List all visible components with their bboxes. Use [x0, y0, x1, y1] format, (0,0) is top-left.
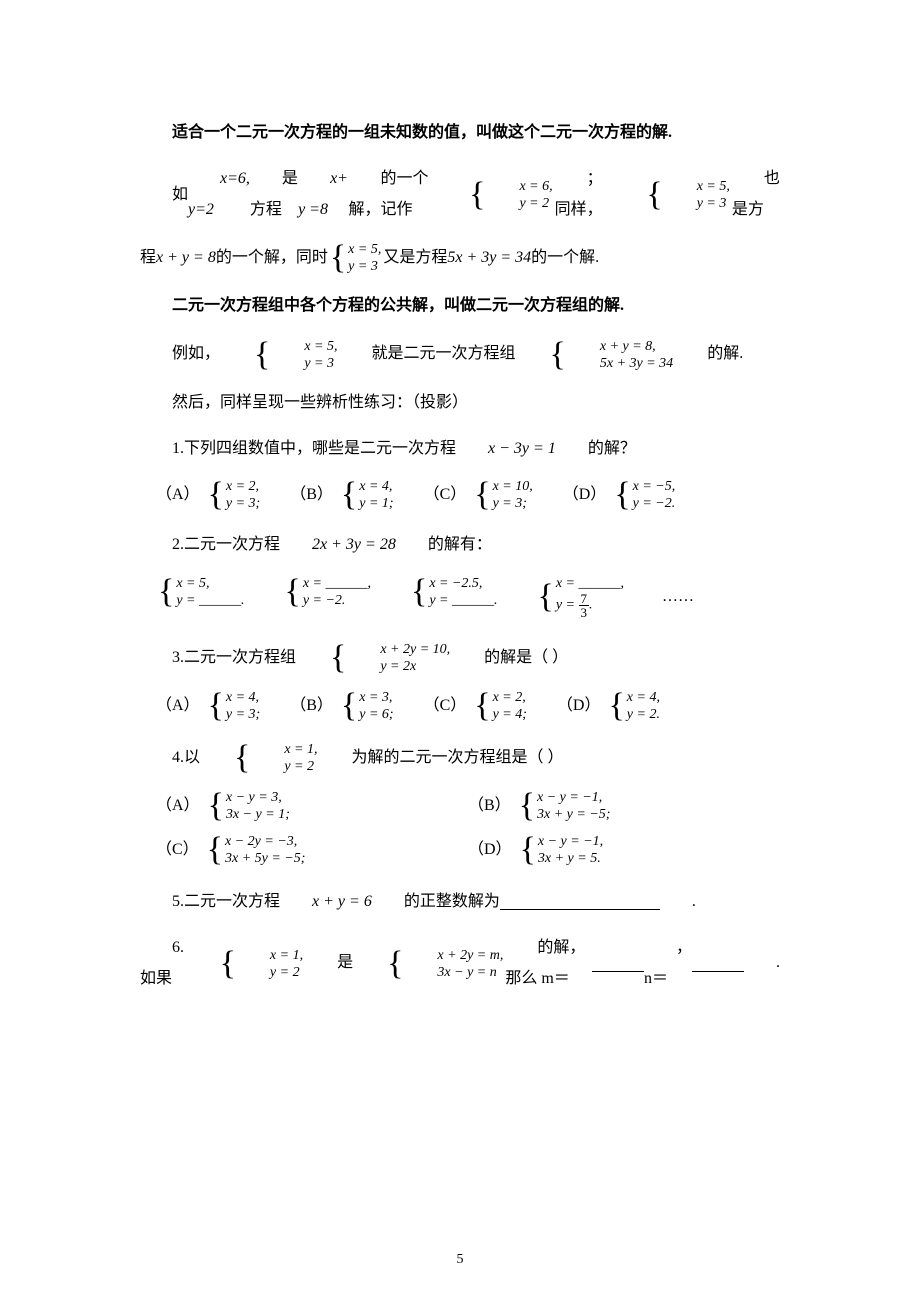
text: 2.二元一次方程 [140, 530, 280, 560]
definition-2: 二元一次方程组中各个方程的公共解，叫做二元一次方程组的解. [140, 291, 780, 321]
document-page: 适合一个二元一次方程的一组未知数的值，叫做这个二元一次方程的解. 如 x=6, … [0, 0, 920, 1302]
ellipsis: …… [662, 582, 694, 612]
brace-group: {x + 2y = 10,y = 2x [298, 641, 450, 675]
text: 1.下列四组数值中，哪些是二元一次方程 [140, 434, 456, 464]
math-expr: x=6, y=2 [188, 164, 250, 225]
option-d: （D）{x − y = −1,3x + y = 5. [468, 833, 752, 867]
text: ；同样， [555, 164, 613, 225]
text: 又是方程 [383, 243, 447, 273]
text: 的解是（ ） [452, 643, 568, 673]
option-b: （B）{x = 3,y = 6; [290, 689, 395, 723]
text: 3.二元一次方程组 [140, 643, 296, 673]
text: 就是二元一次方程组 [340, 339, 516, 369]
brace-group: {x = 6,y = 2 [437, 178, 553, 212]
option-a: （A）{x = 2,y = 3; [156, 478, 262, 512]
option-a: （A）{x − y = 3,3x − y = 1; [156, 789, 440, 823]
text: 5.二元一次方程 [140, 887, 280, 917]
q4-options: （A）{x − y = 3,3x − y = 1; （B）{x − y = −1… [140, 789, 780, 867]
text: 的正整数解为 [372, 887, 500, 917]
text: . [744, 948, 780, 978]
definition-1: 适合一个二元一次方程的一组未知数的值，叫做这个二元一次方程的解. [140, 118, 780, 148]
option-b: （B）{x − y = −1,3x + y = −5; [468, 789, 752, 823]
math-expr: x + y = 8 [156, 243, 216, 273]
text: 的一个解. [531, 243, 599, 273]
question-3: 3.二元一次方程组 {x + 2y = 10,y = 2x 的解是（ ） [140, 641, 568, 675]
example-line-1: 如 x=6, y=2 是方程 x+ y =8 的一个解，记作 {x = 6,y … [140, 164, 780, 225]
option-d: （D）{x = −5,y = −2. [563, 478, 678, 512]
text: 6.如果 [140, 933, 186, 994]
q2-fills: {x = 5,y = ______. {x = ______,y = −2. {… [140, 575, 780, 619]
brace-group: {x = 5,y = 3 [330, 241, 382, 275]
text: 如 [140, 180, 188, 210]
math-expr: 2x + 3y = 28 [280, 530, 396, 560]
example-line-3: 例如， {x = 5,y = 3 就是二元一次方程组 {x + y = 8,5x… [140, 338, 743, 372]
brace-group: {x = 1,y = 2 [202, 741, 318, 775]
brace-group: {x = 5,y = 3 [614, 178, 730, 212]
page-number: 5 [0, 1247, 920, 1274]
brace-group: {x + 2y = m,3x − y = n [355, 947, 503, 981]
fill-3: {x = −2.5,y = ______. [411, 575, 498, 609]
blank [500, 894, 660, 910]
text: . [660, 887, 696, 917]
option-c: （C）{x = 10,y = 3; [424, 478, 535, 512]
text: 4.以 [140, 743, 200, 773]
q1-options: （A）{x = 2,y = 3; （B）{x = 4,y = 1; （C）{x … [140, 478, 780, 512]
brace-group: {x + y = 8,5x + 3y = 34 [518, 338, 674, 372]
text: 的解有： [396, 530, 492, 560]
brace-group: {x = 5,y = 3 [222, 338, 338, 372]
q3-options: （A）{x = 4,y = 3; （B）{x = 3,y = 6; （C）{x … [140, 689, 780, 723]
option-a: （A）{x = 4,y = 3; [156, 689, 262, 723]
blank [692, 956, 744, 972]
fill-1: {x = 5,y = ______. [158, 575, 245, 609]
math-expr: x − 3y = 1 [456, 434, 556, 464]
text: 的解. [675, 339, 743, 369]
text: 为解的二元一次方程组是（ ） [320, 743, 564, 773]
math-expr: 5x + 3y = 34 [447, 243, 531, 273]
text: 的一个解，同时 [216, 243, 328, 273]
option-c: （C）{x = 2,y = 4; [424, 689, 529, 723]
fill-4: { x = ______, y = 73. [538, 575, 625, 619]
question-1: 1.下列四组数值中，哪些是二元一次方程 x − 3y = 1 的解？ [140, 434, 636, 464]
text: ， n＝ [644, 933, 692, 994]
text: 是 [305, 948, 353, 978]
question-4: 4.以 {x = 1,y = 2 为解的二元一次方程组是（ ） [140, 741, 564, 775]
intro-exercises: 然后，同样呈现一些辨析性练习：（投影） [140, 388, 780, 418]
math-expr: x+ y =8 [298, 164, 348, 225]
brace-group: {x = 1,y = 2 [188, 947, 304, 981]
question-5: 5.二元一次方程 x + y = 6 的正整数解为 . [140, 887, 696, 917]
text: 的解，那么 m＝ [505, 933, 592, 994]
option-c: （C）{x − 2y = −3,3x + 5y = −5; [156, 833, 440, 867]
question-2: 2.二元一次方程 2x + 3y = 28 的解有： [140, 530, 492, 560]
text: 的解？ [556, 434, 636, 464]
text: 是方程 [250, 164, 298, 225]
fill-2: {x = ______,y = −2. [285, 575, 372, 609]
math-expr: x + y = 6 [280, 887, 372, 917]
text: 也是方 [732, 164, 780, 225]
text: 的一个解，记作 [348, 164, 435, 225]
text: 程 [140, 243, 156, 273]
option-b: （B）{x = 4,y = 1; [290, 478, 395, 512]
example-line-2: 程 x + y = 8 的一个解，同时 {x = 5,y = 3 又是方程 5x… [140, 241, 599, 275]
question-6: 6.如果 {x = 1,y = 2 是 {x + 2y = m,3x − y =… [140, 933, 780, 994]
option-d: （D）{x = 4,y = 2. [557, 689, 662, 723]
text: 例如， [140, 339, 220, 369]
blank [592, 956, 644, 972]
